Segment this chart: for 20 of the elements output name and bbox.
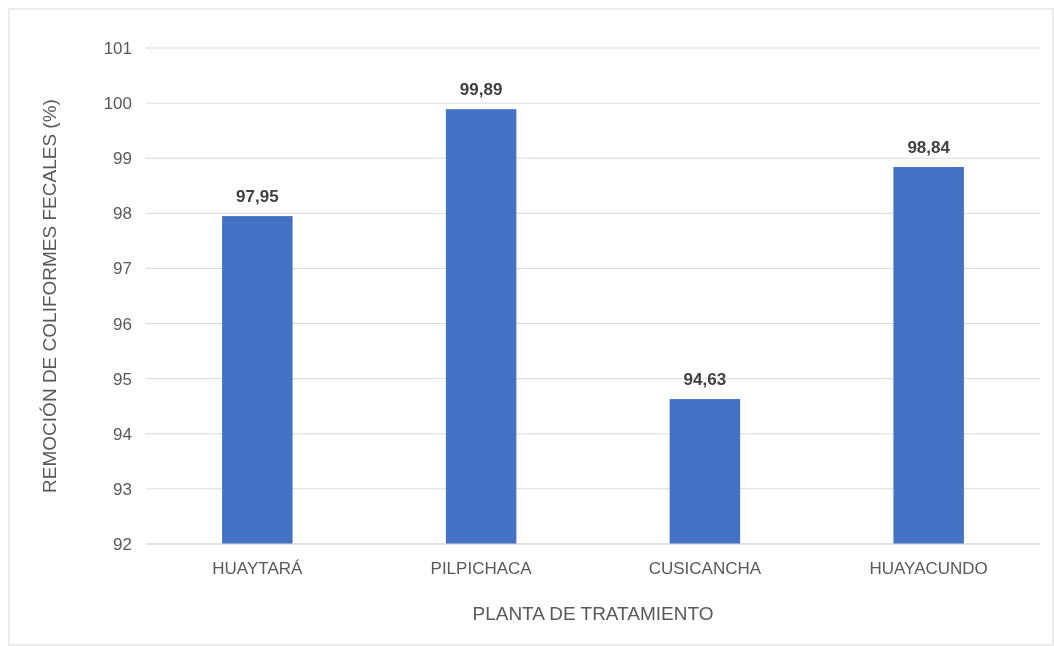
- y-tick-label: 97: [113, 259, 132, 279]
- data-label: 98,84: [907, 138, 951, 158]
- y-tick-label: 93: [113, 479, 132, 499]
- data-label: 97,95: [236, 187, 279, 207]
- x-tick-label: HUAYACUNDO: [869, 559, 988, 578]
- x-tick-label: CUSICANCHA: [648, 559, 762, 578]
- x-axis-title: PLANTA DE TRATAMIENTO: [472, 603, 714, 624]
- x-tick-label: HUAYTARÁ: [212, 559, 304, 578]
- data-label: 94,63: [683, 370, 727, 390]
- data-label: 99,89: [459, 80, 503, 100]
- x-tick-label: PILPICHACA: [430, 559, 533, 578]
- y-tick-label: 96: [113, 314, 132, 334]
- y-tick-label: 99: [113, 149, 132, 169]
- y-tick-label: 95: [113, 369, 132, 389]
- y-tick-label: 101: [103, 38, 132, 58]
- y-tick-label: 100: [103, 94, 132, 114]
- y-axis-title: REMOCIÓN DE COLIFORMES FECALES (%): [39, 99, 60, 493]
- y-tick-label: 92: [113, 534, 132, 554]
- y-tick-label: 98: [113, 204, 132, 224]
- y-tick-label: 94: [113, 424, 132, 444]
